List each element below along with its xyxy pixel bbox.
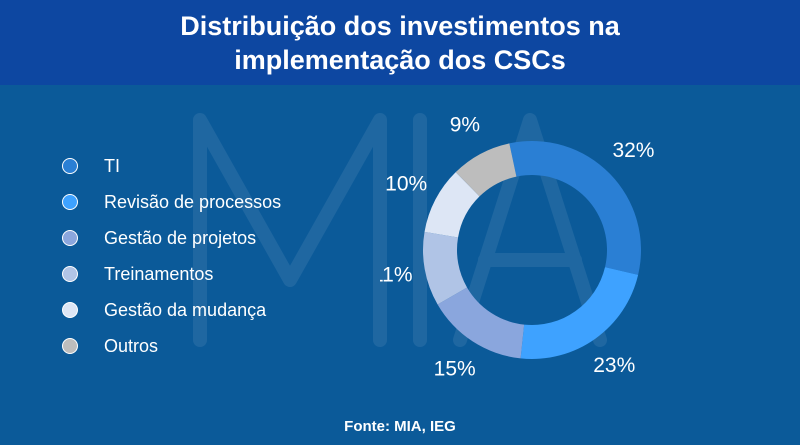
legend-item: Gestão de projetos bbox=[62, 226, 281, 250]
legend-label: Gestão de projetos bbox=[104, 227, 257, 248]
legend-label: Revisão de processos bbox=[104, 191, 282, 212]
legend-label: Outros bbox=[104, 335, 159, 356]
header-banner: Distribuição dos investimentos na implem… bbox=[0, 0, 800, 85]
slice-label: 15% bbox=[434, 358, 476, 381]
watermark-logo bbox=[193, 113, 607, 347]
slice-label: 23% bbox=[593, 354, 635, 377]
slice-label: 10% bbox=[385, 173, 427, 196]
legend-swatch bbox=[62, 158, 78, 174]
page-title: Distribuição dos investimentos na implem… bbox=[180, 10, 620, 75]
donut-slice bbox=[509, 141, 641, 275]
source-note: Fonte: MIA, IEG bbox=[344, 418, 456, 435]
legend-item: Treinamentos bbox=[62, 262, 281, 286]
legend-item: Outros bbox=[62, 334, 281, 358]
donut-slice bbox=[455, 143, 517, 197]
slice-label: 11% bbox=[380, 264, 412, 287]
donut-chart: 32% 23% 15% 11% 10% 9% bbox=[380, 113, 654, 381]
slice-label: 32% bbox=[612, 139, 654, 162]
legend-label: TI bbox=[104, 155, 120, 176]
legend-label: Treinamentos bbox=[104, 263, 214, 284]
donut-slice bbox=[520, 267, 639, 359]
legend-swatch bbox=[62, 266, 78, 282]
donut-slice bbox=[424, 172, 480, 238]
legend-swatch bbox=[62, 194, 78, 210]
chart-legend: TI Revisão de processos Gestão de projet… bbox=[62, 154, 281, 370]
legend-swatch bbox=[62, 338, 78, 354]
legend-item: Revisão de processos bbox=[62, 190, 281, 214]
slice-label: 9% bbox=[450, 113, 480, 136]
legend-item: TI bbox=[62, 154, 281, 178]
donut-slice bbox=[437, 287, 525, 359]
legend-swatch bbox=[62, 230, 78, 246]
legend-swatch bbox=[62, 302, 78, 318]
legend-label: Gestão da mudança bbox=[104, 299, 267, 320]
donut-slice bbox=[423, 231, 468, 305]
legend-item: Gestão da mudança bbox=[62, 298, 281, 322]
